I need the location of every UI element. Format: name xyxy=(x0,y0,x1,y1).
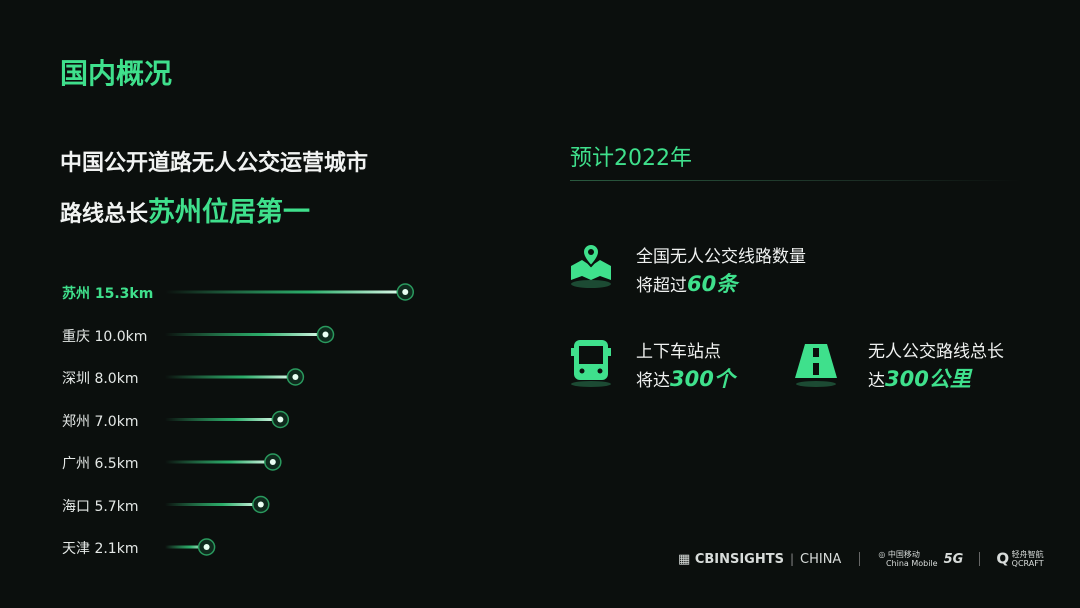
china-mobile-logo: ◎ 中国移动 China Mobile xyxy=(878,550,938,568)
bar xyxy=(165,418,281,421)
bar-label: 广州 6.5km xyxy=(62,456,139,472)
stat-label: 上下车站点 xyxy=(636,342,721,362)
stat-prefix: 将超过 xyxy=(636,276,687,296)
bar-end-dot xyxy=(269,459,276,465)
stat-prefix: 达 xyxy=(868,371,885,391)
bar-label: 重庆 10.0km xyxy=(62,328,148,345)
bar-label: 郑州 7.0km xyxy=(62,413,139,430)
bar-label: 海口 5.7km xyxy=(62,498,139,515)
bar xyxy=(165,375,296,379)
headline-prefix: 路线总长 xyxy=(60,202,149,227)
chart-svg xyxy=(165,283,415,556)
bar-end-dot xyxy=(277,416,284,423)
stat-value: 300个 xyxy=(670,367,735,391)
bar xyxy=(165,503,261,506)
headline-line1: 中国公开道路无人公交运营城市 xyxy=(60,151,369,176)
bar xyxy=(165,545,207,549)
stat-label: 无人公交路线总长 xyxy=(868,342,1004,362)
stat-value: 300公里 xyxy=(885,367,971,391)
bar xyxy=(165,290,406,294)
bar-label: 苏州 15.3km xyxy=(62,286,154,302)
stat-value: 60条 xyxy=(687,272,738,296)
bar-label: 天津 2.1km xyxy=(62,541,139,557)
bar-end-dot xyxy=(322,331,329,338)
bus-icon xyxy=(568,338,614,392)
stat-length: 无人公交路线总长 达300公里 xyxy=(868,339,1004,395)
map-pin-icon xyxy=(568,240,614,294)
bar-end-dot xyxy=(203,544,210,550)
bar-chart: 苏州 15.3km 重庆 10.0km 深圳 8.0km 郑州 7.0km 广州 6.5… xyxy=(0,270,540,570)
road-icon xyxy=(793,338,839,392)
stat-stops: 上下车站点 将达300个 xyxy=(636,339,735,395)
headline-line2: 路线总长苏州位居第一 xyxy=(60,190,310,229)
forecast-title: 预计2022年 xyxy=(570,146,692,171)
divider xyxy=(570,180,1020,181)
stat-label: 全国无人公交线路数量 xyxy=(636,247,806,267)
5g-logo: 5G xyxy=(943,551,964,567)
qcraft-logo: Q 轻舟智航 QCRAFT xyxy=(996,549,1044,568)
headline-highlight: 苏州位居第一 xyxy=(148,197,311,228)
footer-logos: ▦ CBINSIGHTS | CHINA ◎ 中国移动 China Mobile… xyxy=(678,549,1044,568)
bar xyxy=(165,460,273,464)
bar xyxy=(165,333,326,336)
china-label: CHINA xyxy=(800,551,842,567)
bar-end-dot xyxy=(257,501,264,508)
stat-routes: 全国无人公交线路数量 将超过60条 xyxy=(636,244,806,300)
bar-end-dot xyxy=(402,289,409,295)
page-title: 国内概况 xyxy=(60,57,173,90)
cbinsights-logo: ▦ CBINSIGHTS xyxy=(678,551,784,567)
stat-prefix: 将达 xyxy=(636,371,670,391)
bar-end-dot xyxy=(292,374,299,380)
bar-label: 深圳 8.0km xyxy=(62,371,139,387)
